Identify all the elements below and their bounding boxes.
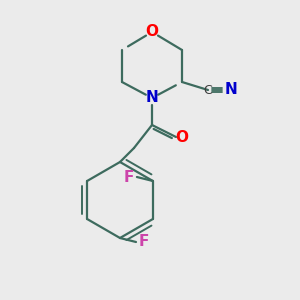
Text: F: F — [139, 235, 149, 250]
Text: N: N — [146, 91, 158, 106]
Text: O: O — [176, 130, 188, 145]
Text: F: F — [124, 169, 134, 184]
Text: C: C — [204, 83, 212, 97]
Text: N: N — [225, 82, 237, 98]
Text: O: O — [146, 25, 158, 40]
